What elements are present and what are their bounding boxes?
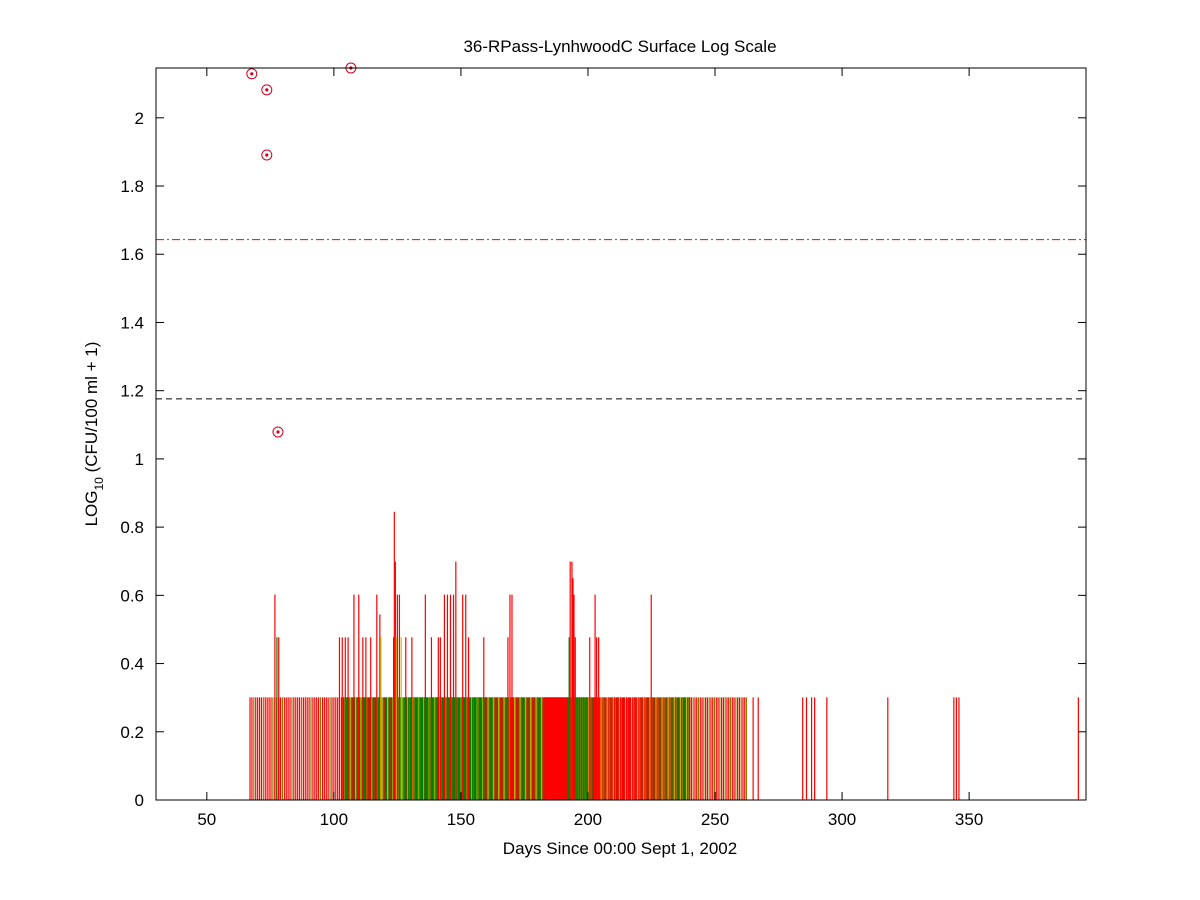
- y-tick-label: 1.8: [120, 177, 144, 196]
- y-tick-label: 0: [135, 791, 144, 810]
- y-tick-label: 1: [135, 450, 144, 469]
- x-tick-label: 200: [574, 810, 602, 829]
- outlier-marker: [261, 149, 273, 161]
- outlier-dot: [250, 72, 254, 76]
- axes: 50 100 150 200 250 300 350 0 0.2 0.4 0.6 0.8 1 1.2 1.4…: [120, 67, 1087, 829]
- y-tick-label: 1.4: [120, 313, 144, 332]
- outlier-circle: [261, 149, 273, 161]
- outlier-circle: [246, 68, 258, 80]
- y-tick-label: 1.6: [120, 245, 144, 264]
- x-tick-label: 350: [955, 810, 983, 829]
- y-axis-label: LOG10 (CFU/100 ml + 1): [82, 342, 106, 527]
- axes-box: [155, 67, 1087, 801]
- y-tick-label: 0.2: [120, 723, 144, 742]
- x-axis-label: Days Since 00:00 Sept 1, 2002: [503, 839, 737, 858]
- outlier-circle: [261, 84, 273, 96]
- y-axis-label-rest: (CFU/100 ml + 1): [82, 342, 101, 478]
- y-axis-label-subscript: 10: [92, 477, 106, 491]
- outlier-marker: [261, 84, 273, 96]
- outlier-dot: [265, 88, 269, 92]
- outlier-marker: [272, 426, 284, 438]
- y-tick-label: 0.6: [120, 586, 144, 605]
- outlier-dot: [265, 153, 269, 157]
- y-axis-label-main: LOG: [82, 491, 101, 527]
- outlier-dot: [276, 430, 280, 434]
- x-tick-label: 150: [447, 810, 475, 829]
- x-tick-label: 250: [701, 810, 729, 829]
- chart-title: 36-RPass-LynhwoodC Surface Log Scale: [463, 37, 776, 56]
- x-tick-label: 100: [320, 810, 348, 829]
- outlier-circle: [272, 426, 284, 438]
- y-tick-label: 2: [135, 109, 144, 128]
- y-tick-label: 0.4: [120, 655, 144, 674]
- outlier-marker: [246, 68, 258, 80]
- x-tick-label: 300: [828, 810, 856, 829]
- x-tick-label: 50: [197, 810, 216, 829]
- y-tick-label: 1.2: [120, 382, 144, 401]
- plot-area: [156, 62, 1086, 800]
- y-tick-label: 0.8: [120, 518, 144, 537]
